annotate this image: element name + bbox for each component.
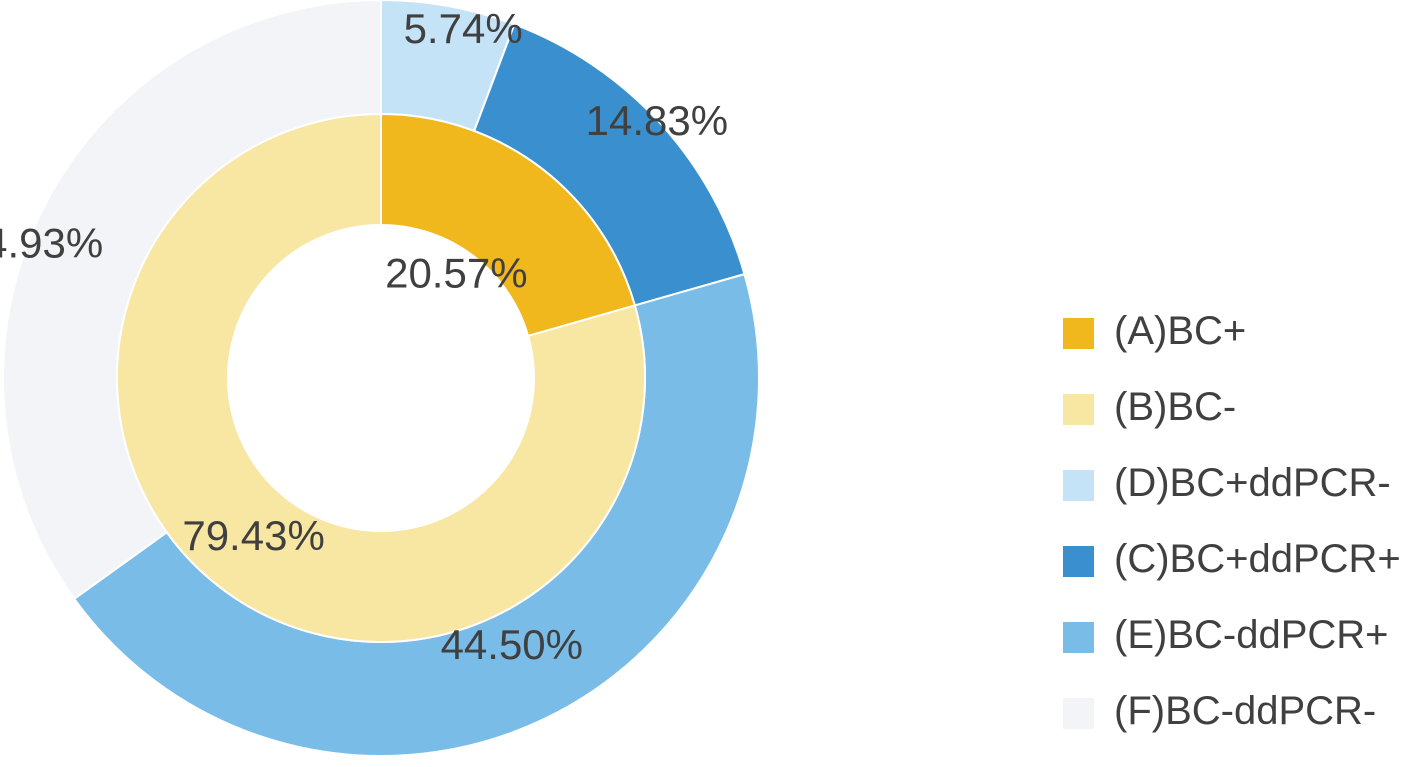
legend-swatch-e-bc-ddpcr bbox=[1063, 622, 1094, 653]
legend-label-e-bc-ddpcr: (E)BC-ddPCR+ bbox=[1114, 613, 1389, 657]
slice-a-bc bbox=[380, 112, 637, 338]
data-label-c-bc-ddpcr: 14.83% bbox=[586, 97, 728, 144]
data-label-a-bc: 20.57% bbox=[385, 249, 527, 296]
legend-swatch-a-bc bbox=[1063, 318, 1094, 349]
data-label-f-bc-ddpcr: 34.93% bbox=[0, 219, 103, 266]
legend: (A)BC+ (B)BC- (D)BC+ddPCR- (C)BC+ddPCR+ (E)B… bbox=[1063, 309, 1401, 733]
legend-label-d-bc-ddpcr: (D)BC+ddPCR- bbox=[1114, 461, 1391, 505]
outer-ring bbox=[2, 0, 760, 757]
data-label-d-bc-ddpcr: 5.74% bbox=[404, 5, 523, 52]
legend-swatch-f-bc-ddpcr bbox=[1063, 698, 1094, 729]
legend-swatch-b-bc bbox=[1063, 394, 1094, 425]
data-labels: 5.74% 14.83% 44.50% 34.93% 20.57% 79.43% bbox=[0, 5, 728, 668]
legend-swatch-d-bc-ddpcr bbox=[1063, 470, 1094, 501]
slice-b-bc bbox=[116, 112, 646, 643]
legend-label-c-bc-ddpcr: (C)BC+ddPCR+ bbox=[1114, 537, 1401, 581]
data-label-e-bc-ddpcr: 44.50% bbox=[441, 621, 583, 668]
inner-ring bbox=[116, 112, 646, 643]
legend-label-b-bc: (B)BC- bbox=[1114, 385, 1236, 429]
data-label-b-bc: 79.43% bbox=[182, 512, 324, 559]
legend-label-f-bc-ddpcr: (F)BC-ddPCR- bbox=[1114, 689, 1376, 733]
legend-label-a-bc: (A)BC+ bbox=[1114, 309, 1246, 353]
legend-swatch-c-bc-ddpcr bbox=[1063, 546, 1094, 577]
